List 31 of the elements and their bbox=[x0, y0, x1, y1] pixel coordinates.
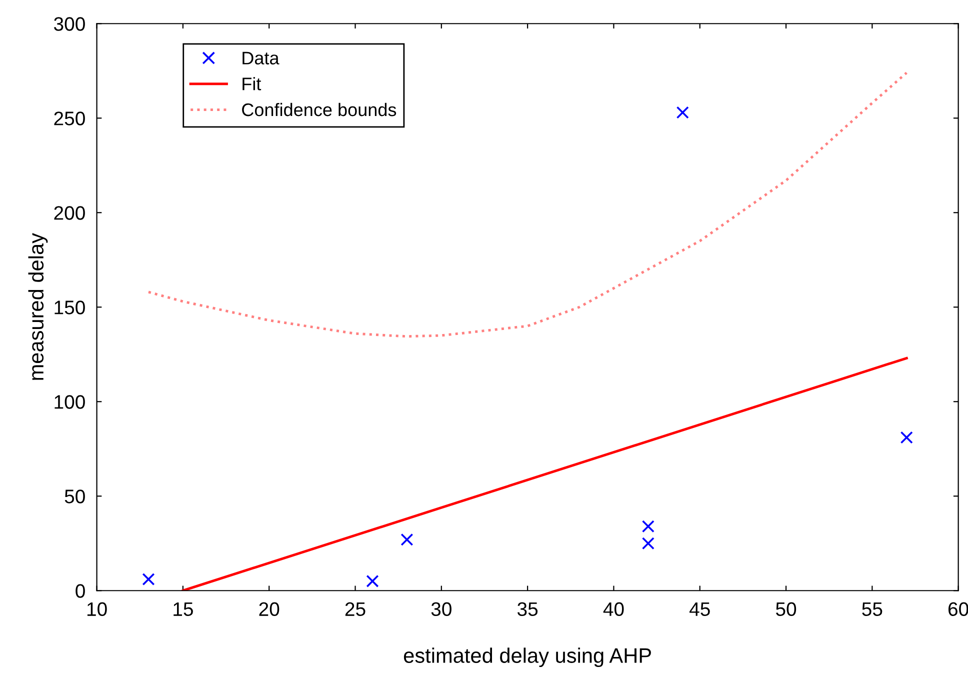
x-tick-label: 35 bbox=[517, 602, 538, 616]
y-tick-label: 50 bbox=[64, 490, 85, 504]
legend-label: Confidence bounds bbox=[242, 102, 396, 116]
legend-label: Fit bbox=[242, 77, 262, 90]
x-tick-label: 15 bbox=[174, 602, 193, 616]
y-tick-label: 100 bbox=[54, 395, 85, 409]
point bbox=[900, 431, 913, 444]
x-tick-label: 30 bbox=[431, 602, 452, 616]
y-tick-label: 0 bbox=[76, 584, 85, 598]
x-tick-label: 60 bbox=[948, 602, 968, 616]
point bbox=[400, 533, 414, 546]
y-tick-label: 150 bbox=[54, 300, 85, 314]
x-tick-label: 25 bbox=[345, 602, 366, 616]
point bbox=[676, 106, 689, 119]
x-tick-label: 10 bbox=[87, 602, 107, 616]
point bbox=[642, 520, 654, 533]
x-axis-title: estimated delay using AHP bbox=[404, 648, 651, 668]
x-tick-label: 55 bbox=[862, 602, 882, 616]
y-axis-title: measured delay bbox=[28, 233, 48, 380]
x-tick-label: 40 bbox=[603, 602, 624, 616]
legend-label: Data bbox=[242, 52, 280, 64]
point bbox=[366, 574, 379, 588]
point bbox=[142, 573, 155, 586]
y-tick-label: 200 bbox=[54, 206, 85, 220]
x-tick-label: 45 bbox=[690, 602, 710, 616]
y-tick-label: 250 bbox=[54, 112, 85, 126]
y-tick-label: 300 bbox=[54, 17, 85, 31]
x-tick-label: 20 bbox=[259, 602, 280, 616]
x-tick-label: 50 bbox=[776, 602, 796, 616]
point bbox=[642, 537, 654, 550]
line-series bbox=[147, 72, 908, 338]
